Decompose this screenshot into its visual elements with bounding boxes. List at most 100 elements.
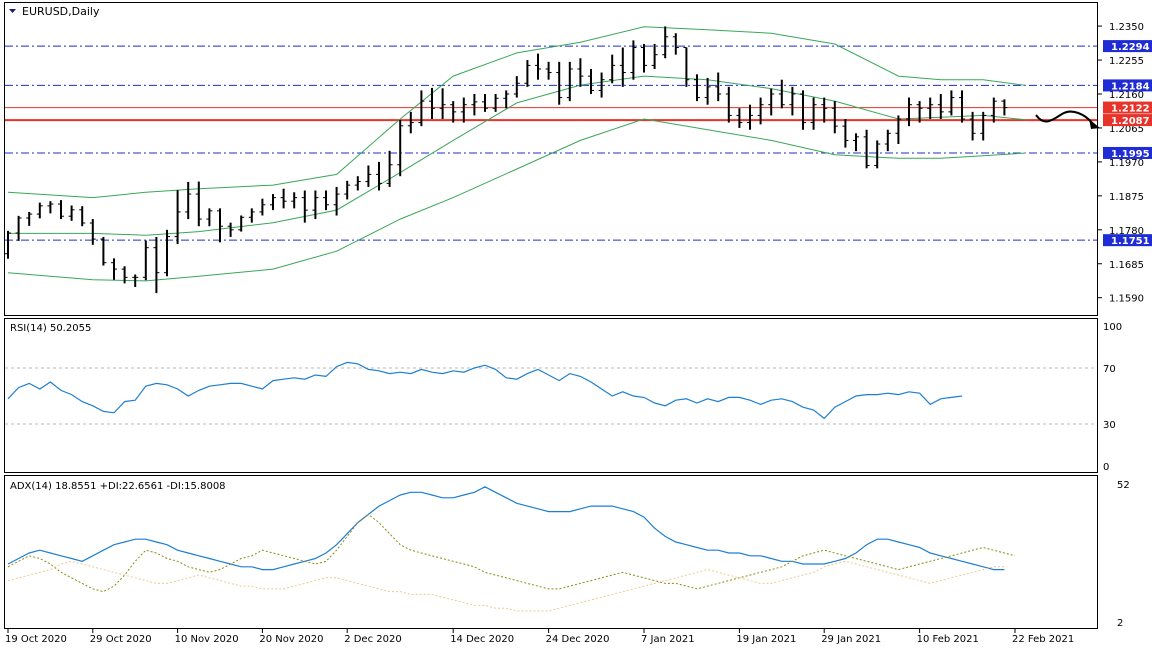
ohlc-bar [333,186,340,216]
date-label: 19 Jan 2021 [736,634,796,645]
ohlc-bar [725,86,732,123]
ohlc-bar [651,43,658,69]
ohlc-bar [884,129,891,152]
ohlc-bar [111,258,117,280]
rsi-pane-frame [4,318,1098,473]
adx-title: ADX(14) 18.8551 +DI:22.6561 -DI:15.8008 [10,481,226,492]
ohlc-bar [778,79,785,109]
ohlc-bar [1001,99,1008,116]
ohlc-bar [185,181,192,220]
level-label-box [1103,146,1152,159]
ohlc-bar [757,97,764,125]
ohlc-bar [672,33,679,55]
rsi-pane: 100 70 30 0 [5,322,1122,473]
ohlc-bar [79,206,86,227]
ohlc-bar [450,101,457,123]
ohlc-bar [121,266,128,284]
ohlc-bar [386,150,393,187]
ohlc-bar [535,53,541,80]
adx-line [7,486,1005,571]
rsi-title: RSI(14) 50.2055 [10,323,91,334]
ohlc-bar [280,188,287,209]
adx-pane-frame [4,475,1098,629]
date-label: 22 Feb 2021 [1012,634,1074,645]
ohlc-bar [566,61,573,102]
ohlc-bar [853,133,859,152]
ohlc-bar [217,208,223,243]
x-axis: 19 Oct 2020 29 Oct 2020 10 Nov 2020 20 Nov … [5,629,1074,645]
price-axis-label: 1.2160 [1109,90,1144,101]
date-label: 2 Dec 2020 [344,634,402,645]
symbol-menu[interactable]: EURUSD,Daily [9,5,100,18]
ohlc-bar [959,90,965,123]
ohlc-bar [619,47,626,87]
ohlc-bar [577,58,584,87]
ohlc-bar [227,222,234,237]
date-label: 14 Dec 2020 [450,634,514,645]
ohlc-bar [524,60,531,87]
ohlc-bar [810,97,817,130]
ohlc-bar [630,40,637,80]
ohlc-bar [916,101,923,123]
level-label-box [1103,114,1152,127]
ohlc-bar [68,205,75,221]
ohlc-bar [503,90,510,109]
date-label: 29 Jan 2021 [821,634,881,645]
price-axis-label: 1.2255 [1109,56,1144,67]
price-axis-label: 1.1685 [1109,260,1144,271]
ohlc-bar [842,119,849,148]
level-label-box [1103,101,1152,114]
level-label-box [1103,40,1152,53]
price-axis-label: 1.1780 [1109,226,1144,237]
ohlc-bar [895,115,902,145]
adx-axis-label: 2 [1117,618,1123,629]
level-label: 1.2087 [1111,116,1150,127]
plus-di-line [7,513,1016,593]
level-label: 1.2184 [1111,81,1150,92]
rsi-line [7,361,963,420]
ohlc-bar [821,97,828,123]
price-axis-label: 1.2350 [1109,22,1144,33]
date-label: 10 Nov 2020 [175,634,239,645]
ohlc-bar [800,90,806,130]
ohlc-bar [354,176,361,191]
level-label: 1.1995 [1111,149,1150,160]
bollinger-upper-band [7,26,1026,199]
adx-pane: 52 2 [7,480,1130,629]
dropdown-triangle-icon[interactable] [9,9,16,13]
forecast-arrow-icon [1035,110,1094,125]
ohlc-bar [89,219,96,245]
rsi-axis-label: 100 [1103,322,1122,333]
ohlc-bar [927,97,934,120]
ohlc-bar [683,47,690,87]
price-axis-label: 1.1970 [1109,158,1144,169]
ohlc-bar [153,236,160,294]
level-label: 1.1751 [1111,236,1150,247]
ohlc-bar [312,190,319,220]
ohlc-bar [238,215,245,232]
ohlc-bar [26,211,33,226]
ohlc-bar [164,229,170,277]
level-label: 1.2294 [1111,42,1150,53]
ohlc-bar [323,190,329,211]
date-label: 10 Feb 2021 [917,634,979,645]
ohlc-bar [471,93,478,116]
ohlc-bar [736,108,743,128]
ohlc-bar [789,86,796,116]
rsi-axis-label: 30 [1103,420,1116,431]
level-label-box [1103,79,1152,92]
ohlc-bar [556,61,563,105]
ohlc-bar [747,104,753,130]
ohlc-bar [376,161,382,191]
ohlc-bar [609,54,616,84]
ohlc-bar [694,74,700,102]
ohlc-bar [174,190,181,245]
rsi-axis-label: 0 [1103,462,1109,473]
ohlc-bar [545,61,552,80]
ohlc-bar [47,201,54,214]
ohlc-bar [831,101,838,134]
ohlc-bar [439,88,446,120]
ohlc-bar [407,111,414,134]
